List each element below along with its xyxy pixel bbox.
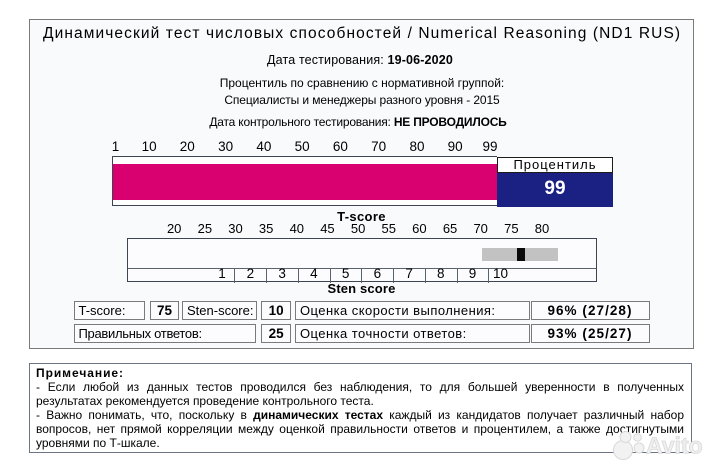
svg-text:Avito: Avito [646,433,703,459]
